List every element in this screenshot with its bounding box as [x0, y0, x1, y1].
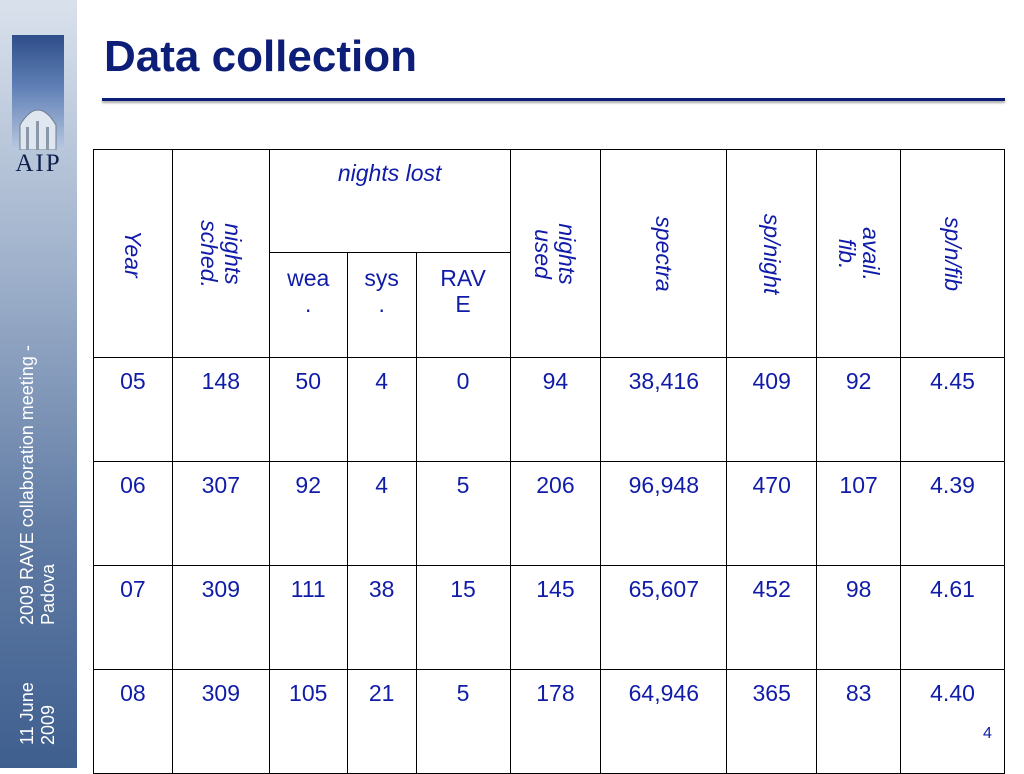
slide-title: Data collection — [104, 32, 417, 81]
page-number: 4 — [983, 725, 992, 742]
table-cell: 98 — [816, 565, 902, 670]
table-cell: 64,946 — [600, 669, 728, 774]
table-cell: 409 — [726, 357, 818, 462]
table-cell: 08 — [93, 669, 173, 774]
table-cell: 05 — [93, 357, 173, 462]
table-cell: 21 — [346, 669, 417, 774]
table-row: 05 148 50 4 0 94 38,416 409 92 4.45 — [93, 357, 1005, 462]
header-system: sys. — [346, 252, 417, 358]
table-row: 07 309 111 38 15 145 65,607 452 98 4.61 — [93, 565, 1005, 670]
header-row-2: wea. sys. RAV E — [94, 252, 1005, 358]
header-weather: wea. — [268, 252, 348, 358]
table-cell: 206 — [509, 461, 602, 566]
table-cell: 148 — [171, 357, 270, 462]
table-cell: 38 — [346, 565, 417, 670]
event-line1: 2009 RAVE collaboration meeting - — [17, 345, 37, 625]
header-rave: RAV E — [415, 252, 511, 358]
table-cell: 92 — [268, 461, 348, 566]
table-row: 06 307 92 4 5 206 96,948 470 107 4.39 — [93, 461, 1005, 566]
table-cell: 309 — [171, 565, 270, 670]
aip-logo-image — [12, 35, 64, 151]
table-cell: 4.39 — [900, 461, 1005, 566]
table-cell: 4.45 — [900, 357, 1005, 462]
table-cell: 07 — [93, 565, 173, 670]
table-cell: 111 — [268, 565, 348, 670]
header-avail-fib: avail. fib. — [816, 149, 902, 358]
table-cell: 4 — [346, 461, 417, 566]
table-cell: 105 — [268, 669, 348, 774]
table-cell: 470 — [726, 461, 818, 566]
table-cell: 15 — [415, 565, 511, 670]
table-cell: 365 — [726, 669, 818, 774]
event-line2: Padova — [38, 563, 58, 625]
table-cell: 5 — [415, 461, 511, 566]
table-row: 08 309 105 21 5 178 64,946 365 83 4.40 — [93, 669, 1005, 774]
table-cell: 4.61 — [900, 565, 1005, 670]
header-row-1: Year nights sched. nights lost nights used… — [93, 149, 1005, 358]
table-cell: 178 — [509, 669, 602, 774]
table-cell: 92 — [816, 357, 902, 462]
sidebar: AIP 11 June 2009 RAVE collaboration meet… — [0, 0, 77, 768]
table-cell: 38,416 — [600, 357, 728, 462]
table-cell: 50 — [268, 357, 348, 462]
header-year: Year — [93, 149, 173, 358]
header-sp-n-fib: sp/n/fib — [900, 149, 1005, 358]
table-cell: 309 — [171, 669, 270, 774]
table-cell: 4 — [346, 357, 417, 462]
table-cell: 94 — [509, 357, 602, 462]
data-table: Year nights sched. nights lost nights used… — [93, 149, 1005, 774]
date-line2: 2009 — [38, 704, 58, 745]
header-sp-night: sp/night — [726, 149, 818, 358]
date-line1: 11 June — [17, 682, 37, 745]
table-cell: 06 — [93, 461, 173, 566]
header-nights-used: nights used — [509, 149, 602, 358]
header-nights-sched: nights sched. — [171, 149, 270, 358]
table-cell: 307 — [171, 461, 270, 566]
table-cell: 145 — [509, 565, 602, 670]
table-cell: 96,948 — [600, 461, 728, 566]
table-cell: 4.40 — [900, 669, 1005, 774]
table-cell: 5 — [415, 669, 511, 774]
header-spectra: spectra — [600, 149, 728, 358]
table-cell: 65,607 — [600, 565, 728, 670]
table-cell: 107 — [816, 461, 902, 566]
title-divider — [102, 98, 1005, 101]
table-cell: 83 — [816, 669, 902, 774]
aip-logo-text: AIP — [15, 150, 62, 177]
table-cell: 0 — [415, 357, 511, 462]
table-cell: 452 — [726, 565, 818, 670]
header-nights-lost: nights lost — [268, 149, 511, 253]
